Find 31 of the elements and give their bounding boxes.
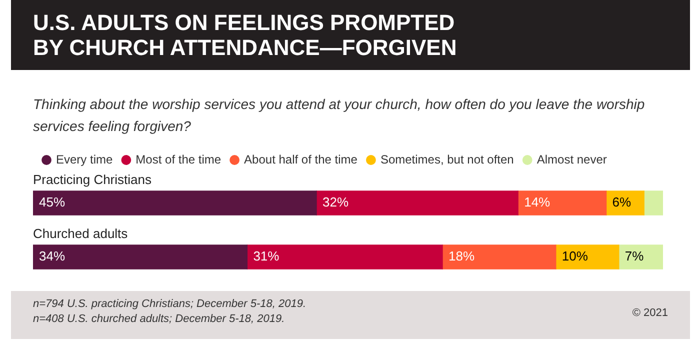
data-label: 32% xyxy=(322,194,349,210)
data-label: 7% xyxy=(624,248,644,264)
y-tick-label: Practicing Christians xyxy=(33,172,152,188)
data-label: 18% xyxy=(448,248,475,264)
chart-subtitle: Thinking about the worship services you attend at your church, how often do you leave the worship services feeling forgiven? xyxy=(33,95,646,136)
bar xyxy=(518,190,607,216)
text: n=794 U.S. practicing Christians; December 5-18, 2019. xyxy=(33,298,306,310)
bar xyxy=(246,244,443,270)
text: © 2021 xyxy=(632,306,668,321)
legend-label: About half of the time xyxy=(244,152,358,166)
bar xyxy=(618,244,663,270)
bar xyxy=(644,190,663,216)
data-label: 14% xyxy=(524,194,551,210)
y-tick-label: Churched adults xyxy=(33,226,128,242)
bar xyxy=(556,244,620,270)
data-label: 34% xyxy=(39,248,66,264)
legend-label: Sometimes, but not often xyxy=(380,152,514,166)
bar xyxy=(442,244,556,270)
data-label: 31% xyxy=(253,248,280,264)
legend-label: Almost never xyxy=(536,152,607,166)
bar xyxy=(606,190,644,216)
bar xyxy=(316,190,518,216)
bar xyxy=(33,190,317,216)
text: n=408 U.S. churched adults; December 5-18, 2019. xyxy=(33,313,285,325)
legend-label: Most of the time xyxy=(136,152,222,166)
bar xyxy=(33,244,248,270)
legend-label: Every time xyxy=(56,152,114,166)
data-label: 45% xyxy=(39,194,66,210)
data-label: 6% xyxy=(612,194,632,210)
data-label: 10% xyxy=(562,248,588,264)
chart-title: U.S. ADULTS ON FEELINGS PROMPTED BY CHURCH ATTENDANCE—FORGIVEN xyxy=(11,0,690,70)
